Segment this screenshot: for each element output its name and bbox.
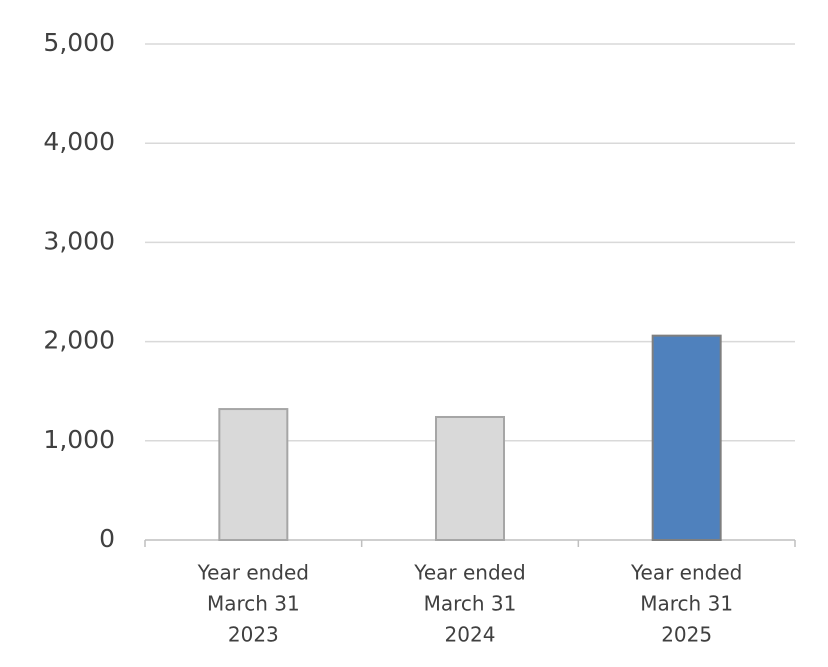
x-tick-label: March 31 — [640, 592, 733, 616]
bar — [435, 415, 505, 542]
y-tick-label: 0 — [99, 524, 115, 553]
x-tick-label: March 31 — [207, 592, 300, 616]
x-tick-label: Year ended — [197, 561, 309, 585]
x-tick-label: Year ended — [413, 561, 525, 585]
x-tick-label: 2023 — [228, 623, 279, 647]
y-tick-label: 5,000 — [43, 28, 115, 57]
x-tick-label: 2025 — [661, 623, 712, 647]
bar — [218, 408, 289, 541]
x-tick-label: Year ended — [630, 561, 742, 585]
x-tick-label: March 31 — [424, 592, 517, 616]
y-tick-label: 4,000 — [43, 127, 115, 156]
bar — [651, 334, 722, 542]
y-tick-label: 3,000 — [43, 226, 115, 255]
y-tick-label: 1,000 — [43, 425, 115, 454]
x-tick-label: 2024 — [445, 623, 496, 647]
y-tick-label: 2,000 — [43, 326, 115, 355]
